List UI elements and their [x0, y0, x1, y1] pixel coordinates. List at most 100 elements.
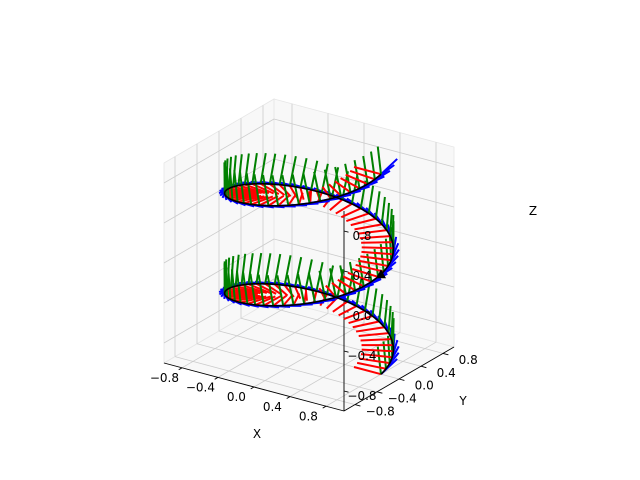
binormal-vector: [227, 267, 232, 300]
binormal-vector: [255, 252, 263, 284]
grid-line-z: [163, 118, 275, 184]
binormal-vector: [313, 171, 322, 202]
binormal-vector: [286, 274, 295, 306]
normal-vector: [287, 193, 297, 206]
normal-vector: [361, 241, 393, 244]
normal-vector: [267, 194, 285, 207]
y-tick: [398, 378, 405, 381]
binormal-vector: [369, 151, 376, 180]
binormal-vector: [253, 174, 261, 206]
normal-vector: [350, 217, 377, 227]
binormal-vector: [367, 185, 375, 214]
normal-vector: [361, 348, 394, 353]
normal-vector: [361, 250, 393, 256]
normal-vector: [353, 166, 382, 176]
normal-vector: [347, 271, 372, 283]
normal-vector: [340, 177, 360, 190]
binormal-vector: [348, 261, 357, 291]
binormal-vector: [386, 335, 391, 364]
binormal-vector: [288, 155, 297, 187]
normal-vector: [354, 223, 382, 231]
x-tick: [214, 377, 219, 380]
binormal-vector: [262, 174, 270, 206]
normal-vector: [337, 278, 356, 292]
binormal-vector: [299, 158, 308, 188]
z-tick: [343, 350, 349, 353]
x-tick-label: −0.4: [186, 381, 215, 395]
normal-vector: [332, 300, 348, 313]
binormal-vector: [392, 318, 395, 346]
normal-vector: [272, 294, 288, 307]
grid-line-z: [163, 198, 275, 264]
binormal-vector: [323, 169, 332, 199]
binormal-vector: [391, 215, 395, 243]
binormal-vector: [390, 311, 394, 340]
normal-vector: [359, 235, 391, 240]
binormal-vector: [385, 202, 391, 231]
normal-vector: [349, 170, 376, 181]
z-tick-label: −0.4: [347, 349, 376, 363]
binormal-vector: [240, 253, 247, 286]
normal-vector: [353, 366, 382, 376]
y-tick-label: 0.4: [437, 366, 456, 380]
binormal-vector: [230, 269, 236, 301]
z-tick-label: 0.4: [352, 269, 371, 283]
y-tick-label: −0.4: [388, 392, 417, 406]
tick-marks: [178, 230, 449, 409]
grid-line-y: [240, 317, 422, 367]
normal-vector: [343, 309, 366, 321]
binormal-vector: [363, 283, 371, 312]
binormal-vector: [247, 253, 254, 285]
z-tick-label: 0.0: [352, 309, 371, 323]
tangent-vector: [380, 158, 398, 175]
binormal-vector: [383, 299, 389, 328]
x-tick: [322, 405, 327, 409]
normal-vector: [355, 326, 385, 333]
normal-vector: [359, 357, 390, 365]
binormal-vector: [283, 255, 292, 286]
binormal-vector: [273, 253, 282, 285]
binormal-vector: [245, 173, 253, 205]
normal-vector: [328, 183, 342, 197]
normal-vector: [351, 268, 379, 278]
x-tick-label: −0.8: [150, 371, 179, 385]
binormal-vector: [307, 272, 316, 303]
binormal-vector: [264, 253, 272, 284]
normal-vector: [345, 173, 369, 185]
y-tick: [376, 391, 383, 394]
normal-vector: [335, 202, 353, 215]
helix-curve-group: [223, 173, 395, 375]
binormal-vector: [251, 152, 258, 185]
y-tick: [354, 404, 361, 407]
normal-vector: [340, 207, 362, 219]
binormal-vector: [224, 265, 229, 298]
normal-vector: [358, 259, 389, 267]
binormal-vector: [243, 153, 250, 185]
normal-vector: [277, 194, 291, 207]
grid-line-y: [174, 356, 356, 405]
normal-vector: [360, 338, 392, 342]
axis-labels: X Y Z −0.8−0.40.00.40.8 −0.8−0.40.00.40.8…: [150, 204, 537, 441]
normal-vector: [247, 295, 271, 305]
binormal-vector: [228, 168, 234, 201]
z-tick: [343, 390, 349, 393]
normal-vector: [355, 263, 384, 273]
normal-vector: [360, 255, 392, 262]
binormal-vector: [249, 273, 257, 306]
normal-vector: [348, 315, 373, 325]
binormal-vector: [278, 154, 287, 185]
normal-vector: [356, 361, 387, 370]
y-tick: [442, 352, 449, 356]
normal-vector: [331, 282, 347, 295]
x-tick: [286, 396, 291, 399]
axis-panes: [162, 98, 456, 412]
y-tick-label: −0.8: [366, 404, 395, 418]
normal-vector: [264, 282, 283, 296]
normal-vector: [238, 184, 266, 194]
binormal-vector: [237, 154, 243, 186]
normal-vector: [258, 195, 279, 207]
normal-vector: [360, 353, 393, 359]
grid-line-z: [273, 238, 455, 288]
z-tick-label: 0.8: [352, 229, 371, 243]
normal-vector: [243, 195, 269, 205]
